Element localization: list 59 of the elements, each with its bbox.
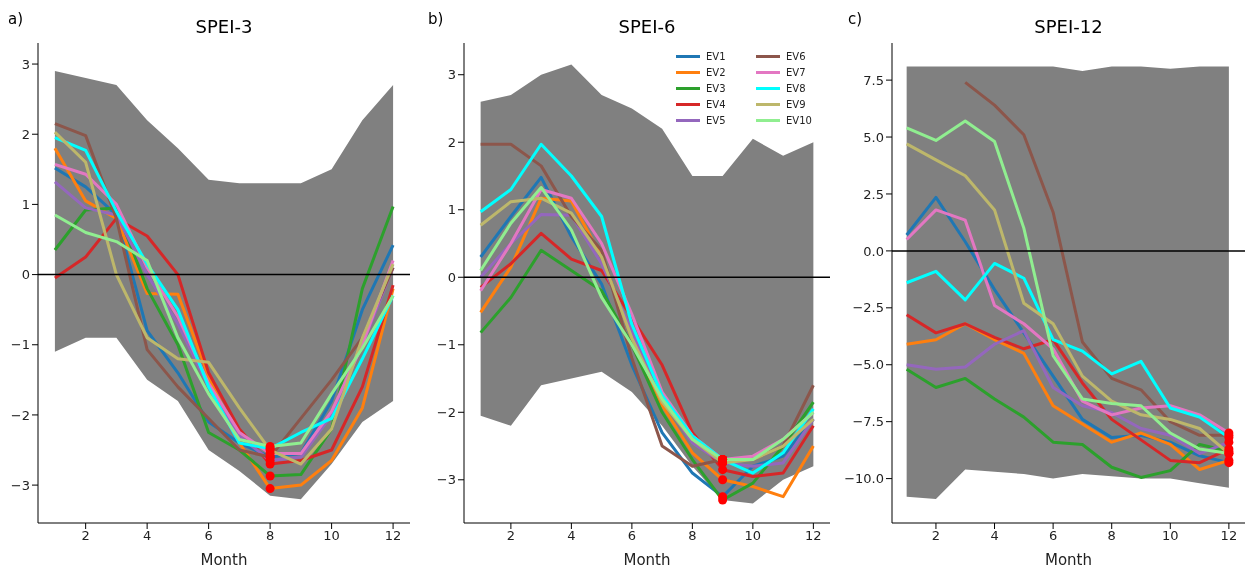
x-axis-title: Month [200,551,248,569]
x-tick-label: 2 [931,528,941,544]
y-tick-label: 5.0 [863,129,884,145]
legend-label: EV1 [706,50,726,62]
x-tick-label: 6 [1048,528,1058,544]
x-tick-label: 8 [265,528,275,544]
legend-label: EV10 [786,114,812,126]
x-tick-label: 8 [1107,528,1116,544]
legend-label: EV3 [706,82,726,94]
x-tick-label: 2 [81,528,90,544]
y-tick-label: 3 [21,56,30,72]
y-tick-label: 3 [447,67,456,83]
y-tick-label: −10.0 [844,471,884,487]
legend-label: EV6 [786,50,806,62]
legend-label: EV2 [706,66,726,78]
text: b) [428,10,444,28]
y-tick-label: −2.5 [852,300,884,316]
y-tick-label: 2 [447,134,456,150]
y-tick-label: 1 [21,197,30,213]
x-tick-label: 12 [384,528,402,544]
x-tick-label: 4 [990,528,999,544]
y-tick-label: 2.5 [863,186,884,202]
x-tick-label: 12 [805,528,822,544]
y-tick-label: −1 [436,337,456,353]
y-tick-label: −7.5 [852,414,884,430]
text: a) [8,10,24,28]
x-tick-label: 8 [688,528,697,544]
x-tick-label: 12 [1220,528,1238,544]
legend-label: EV9 [786,98,806,110]
x-tick-label: 2 [506,528,516,544]
x-tick-label: 10 [323,528,340,544]
x-tick-label: 10 [1162,528,1179,544]
y-tick-label: −3 [436,472,456,488]
x-tick-label: 10 [744,528,762,544]
legend-label: EV4 [706,98,726,110]
y-tick-label: −3 [10,477,30,493]
y-tick-label: 0 [447,269,456,285]
y-tick-label: 0.0 [863,243,884,259]
legend-label: EV8 [786,82,806,94]
x-axis-title: Month [1044,551,1093,569]
text: c) [848,10,863,28]
y-tick-label: 0 [21,267,30,283]
y-tick-label: 1 [447,202,456,218]
y-tick-label: 7.5 [863,72,884,88]
y-tick-label: 2 [21,126,30,142]
legend-label: EV5 [706,114,726,126]
x-tick-label: 6 [204,528,213,544]
chart-title: SPEI-6 [617,16,677,37]
chart-title: SPEI-12 [1033,16,1104,37]
legend-label: EV7 [786,66,806,78]
y-tick-label: −2 [10,407,30,423]
y-tick-label: −1 [10,337,30,353]
x-tick-label: 4 [143,528,152,544]
x-tick-label: 4 [567,528,576,544]
y-tick-label: −5.0 [852,357,884,373]
chart-title: SPEI-3 [194,16,254,37]
y-tick-label: −2 [436,404,456,420]
x-axis-title: Month [623,551,671,569]
x-tick-label: 6 [627,528,637,544]
